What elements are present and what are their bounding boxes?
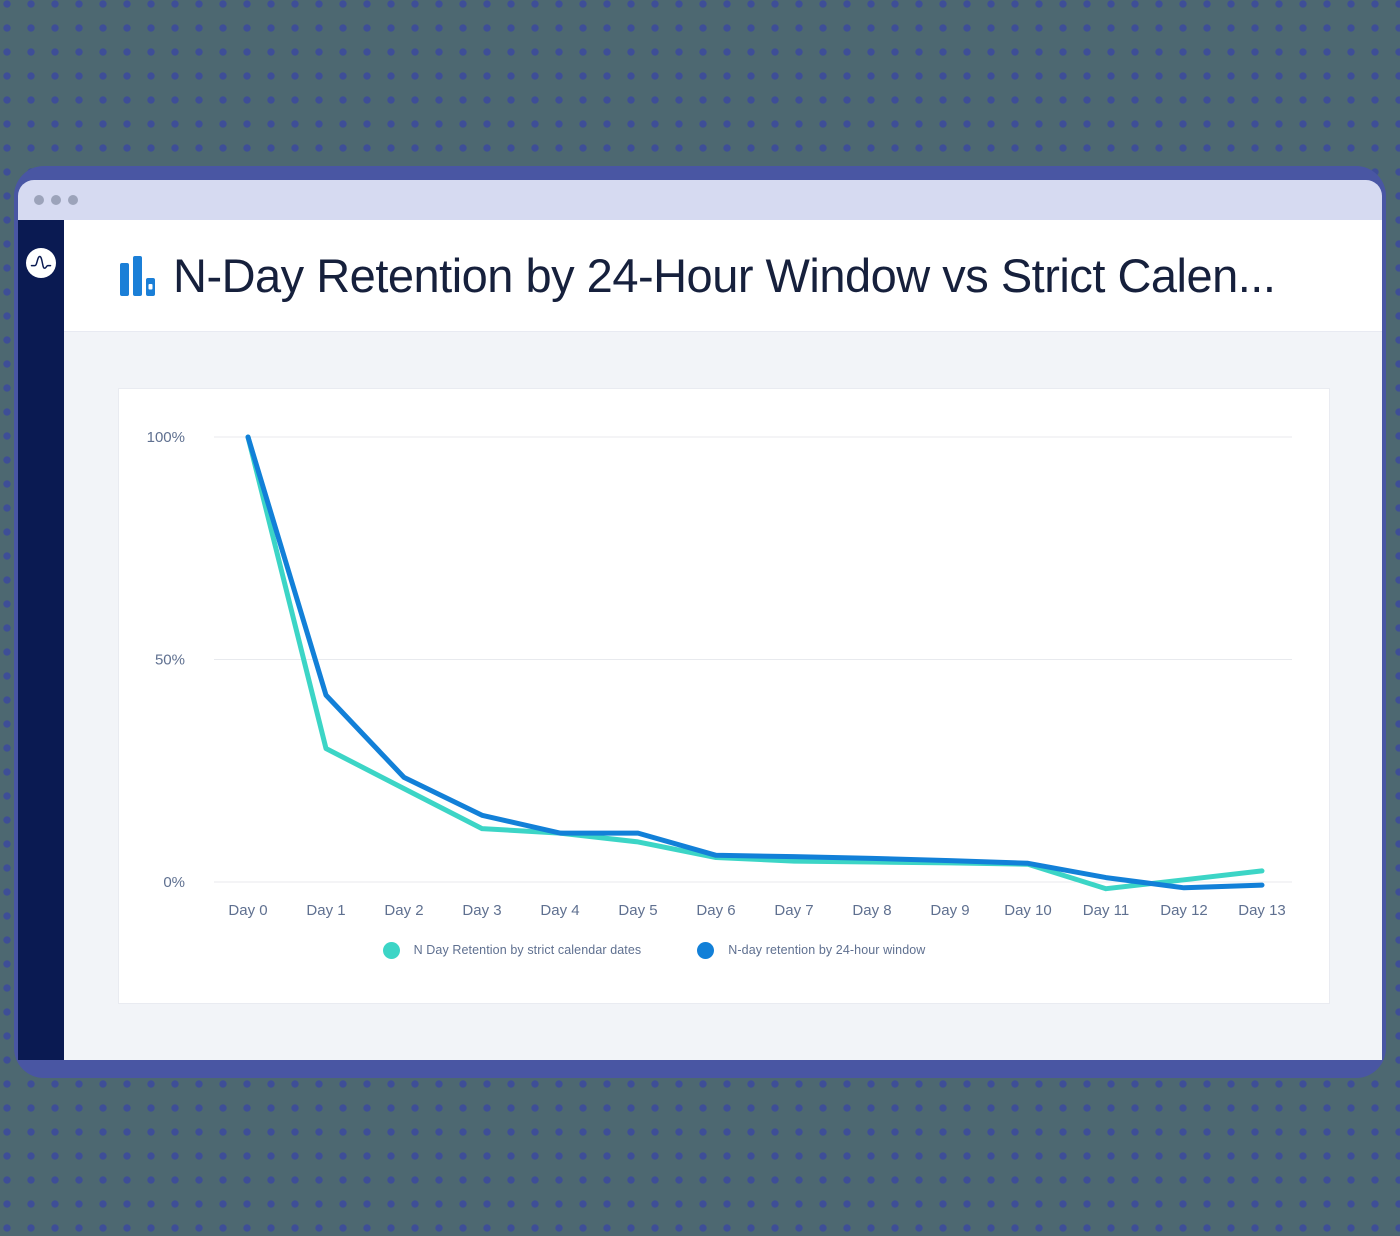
legend-dot-strict-calendar [382, 941, 400, 959]
x-tick-label-day-2: Day 2 [384, 902, 423, 919]
x-tick-label-day-7: Day 7 [774, 902, 813, 919]
chart-card: 0% 50% 100% Day 0 Day 1 Day 2 Day 3 Day 4 Day 5 D… [118, 388, 1330, 1004]
window-control-dot[interactable] [68, 195, 78, 205]
legend-label-strict-calendar: N Day Retention by strict calendar dates [413, 943, 642, 957]
x-tick-label-day-11: Day 11 [1083, 902, 1129, 919]
x-tick-label-day-8: Day 8 [852, 902, 891, 919]
window-body: N-Day Retention by 24-Hour Window vs Str… [18, 220, 1382, 1060]
bar-chart-icon [120, 255, 155, 296]
window-titlebar [18, 180, 1382, 220]
app-content: N-Day Retention by 24-Hour Window vs Str… [64, 220, 1382, 1060]
x-tick-label-day-1: Day 1 [306, 902, 345, 919]
x-tick-label-day-9: Day 9 [930, 902, 969, 919]
series-line-24-hour[interactable] [245, 434, 1265, 891]
browser-window: N-Day Retention by 24-Hour Window vs Str… [14, 166, 1386, 1078]
legend-label-24-hour: N-day retention by 24-hour window [728, 943, 926, 957]
y-tick-label: 50% [155, 652, 185, 669]
legend-item-24-hour[interactable]: N-day retention by 24-hour window [697, 941, 926, 959]
chart-page-body: 0% 50% 100% Day 0 Day 1 Day 2 Day 3 Day 4 Day 5 D… [64, 332, 1382, 1060]
page-title: N-Day Retention by 24-Hour Window vs Str… [173, 249, 1276, 302]
amplitude-wave-glyph [30, 255, 52, 269]
window-control-dot[interactable] [51, 195, 61, 205]
retention-chart: 0% 50% 100% Day 0 Day 1 Day 2 Day 3 Day 4 Day 5 D… [147, 429, 1292, 919]
chart-header: N-Day Retention by 24-Hour Window vs Str… [64, 220, 1382, 332]
x-tick-label-day-0: Day 0 [228, 902, 267, 919]
x-tick-label-day-10: Day 10 [1004, 902, 1052, 919]
x-tick-label-day-3: Day 3 [462, 902, 501, 919]
amplitude-logo-icon[interactable] [26, 248, 56, 278]
x-tick-label-day-12: Day 12 [1160, 902, 1208, 919]
x-tick-label-day-5: Day 5 [618, 902, 657, 919]
x-tick-label-day-6: Day 6 [696, 902, 735, 919]
y-tick-label: 0% [163, 874, 185, 891]
legend-dot-24-hour [697, 941, 715, 959]
chart-legend: N Day Retention by strict calendar dates… [49, 939, 1259, 961]
x-tick-label-day-4: Day 4 [540, 902, 579, 919]
series-line-strict-calendar[interactable] [245, 434, 1265, 892]
x-tick-label-day-13: Day 13 [1238, 902, 1286, 919]
y-tick-label: 100% [147, 429, 185, 446]
app-sidebar [18, 220, 64, 1060]
window-control-dot[interactable] [34, 195, 44, 205]
legend-item-strict-calendar[interactable]: N Day Retention by strict calendar dates [382, 941, 642, 959]
